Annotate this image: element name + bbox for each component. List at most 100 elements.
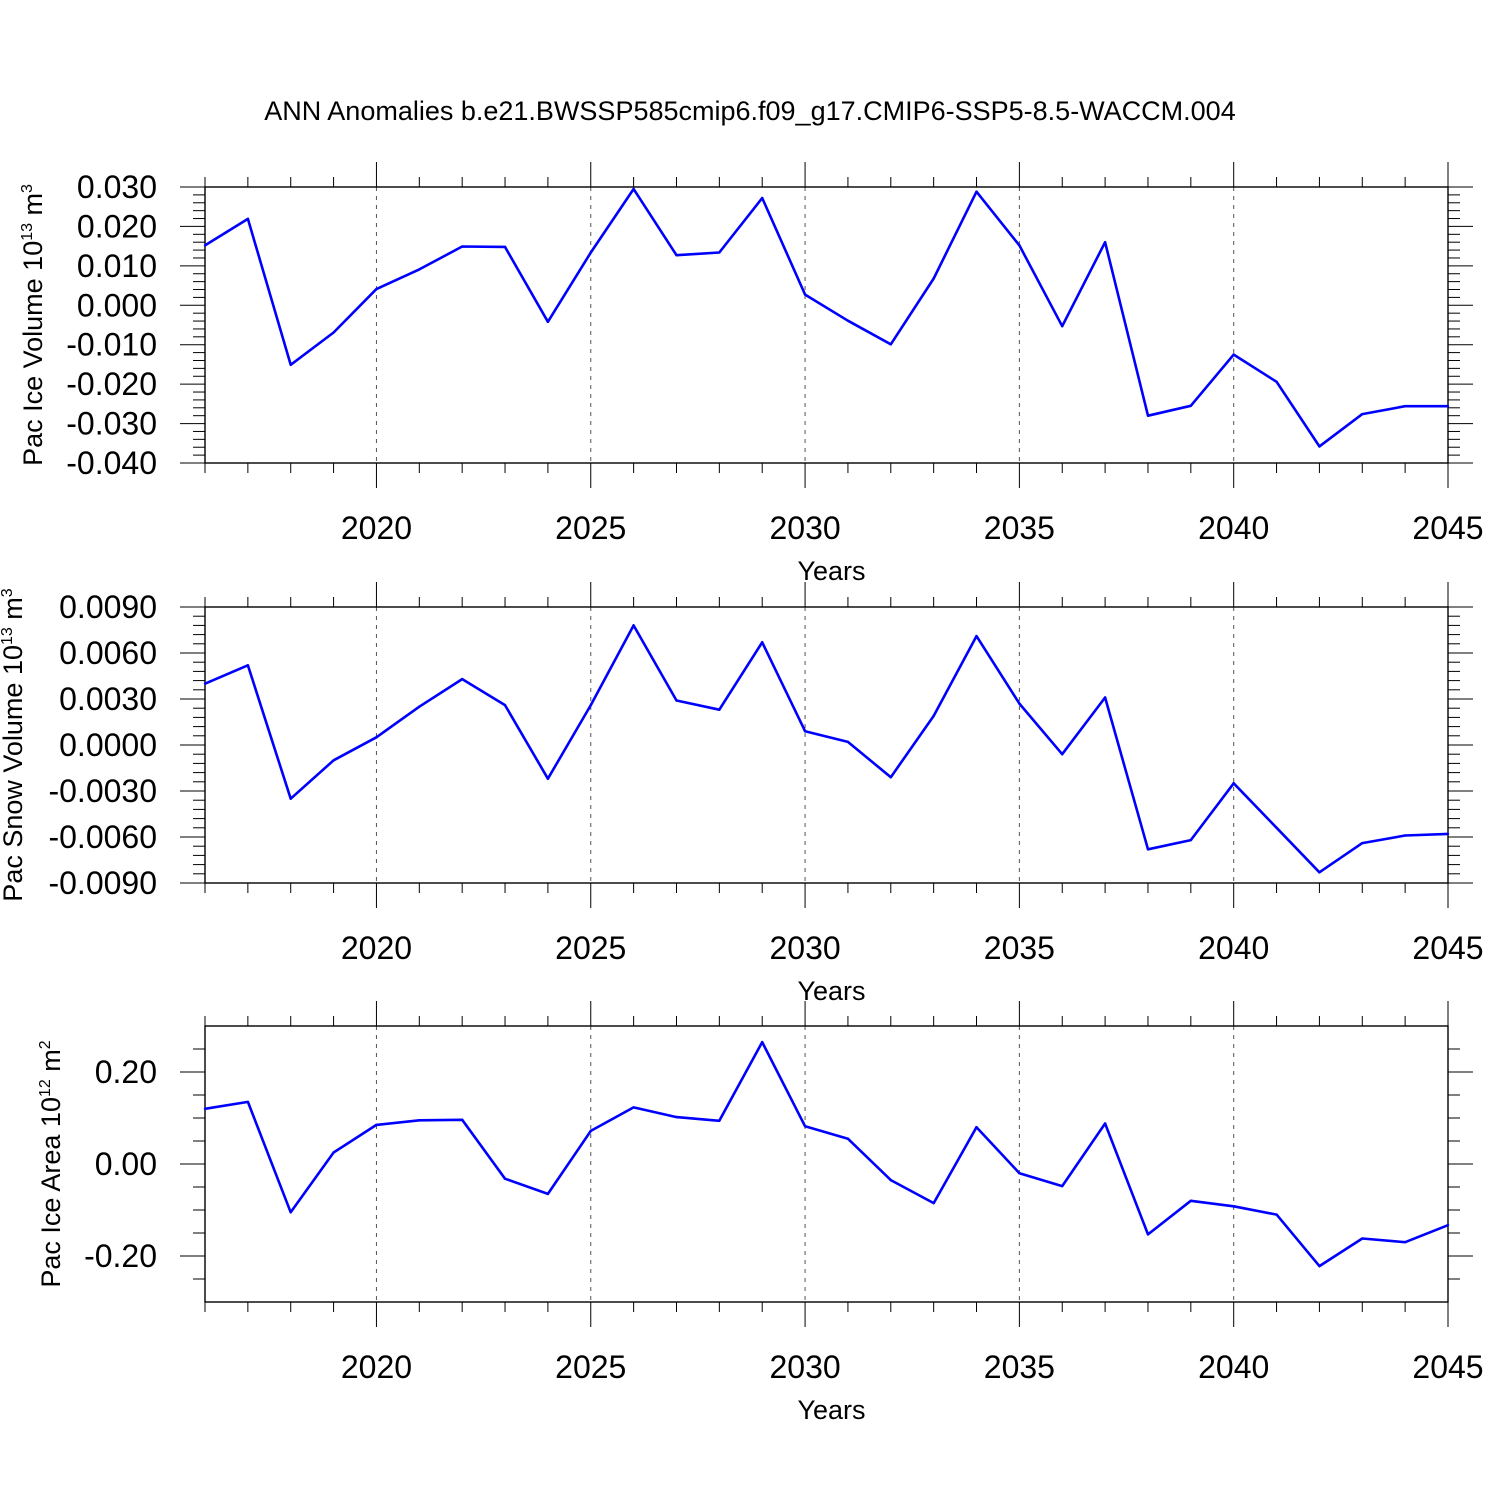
data-point	[975, 634, 978, 638]
y-tick-label: 0.010	[77, 248, 157, 284]
data-point	[1061, 753, 1064, 756]
x-tick-label: 2045	[1412, 510, 1483, 546]
data-point	[1232, 782, 1235, 785]
x-tick-label: 2045	[1412, 930, 1483, 966]
y-tick-label: -0.0060	[48, 819, 157, 855]
x-tick-label: 2025	[555, 510, 626, 546]
data-point	[289, 1211, 292, 1214]
data-point	[632, 187, 635, 191]
x-tick-label: 2025	[555, 1349, 626, 1385]
data-point	[460, 1118, 464, 1122]
data-point	[1189, 838, 1193, 842]
x-tick-label: 2020	[341, 930, 412, 966]
data-point	[803, 293, 807, 296]
y-tick-label: 0.0090	[59, 589, 157, 625]
data-point	[1446, 832, 1450, 836]
data-point	[375, 1123, 378, 1127]
y-axis-label-superscript: 13	[0, 627, 16, 645]
data-point	[718, 1119, 721, 1122]
data-point	[1361, 841, 1364, 845]
data-point	[1103, 1122, 1107, 1125]
y-axis-label-part: m	[36, 1049, 66, 1079]
page-title: ANN Anomalies b.e21.BWSSP585cmip6.f09_g1…	[264, 96, 1236, 126]
y-tick-label: 0.0030	[59, 681, 157, 717]
data-point	[246, 664, 250, 667]
y-axis-label-part: Pac Ice Area 10	[36, 1097, 66, 1288]
data-point	[1061, 1184, 1064, 1188]
x-axis-label: Years	[797, 1395, 865, 1425]
data-point	[1446, 405, 1450, 408]
data-point	[289, 363, 292, 367]
data-point	[460, 677, 464, 681]
y-tick-label: 0.0060	[59, 635, 157, 671]
y-axis-label: Pac Ice Volume 1013 m3	[18, 184, 48, 466]
data-point	[546, 777, 550, 780]
data-point	[1189, 404, 1193, 408]
data-point	[1275, 1213, 1278, 1216]
data-point	[632, 1106, 635, 1109]
data-point	[803, 730, 807, 733]
data-point	[718, 708, 721, 711]
data-point	[846, 319, 850, 322]
x-tick-label: 2035	[984, 510, 1055, 546]
data-point	[632, 624, 635, 627]
data-point	[675, 699, 678, 702]
data-point	[332, 759, 335, 762]
y-axis-label-part: m	[18, 193, 48, 223]
data-point	[1061, 324, 1064, 328]
data-point	[675, 1115, 678, 1119]
data-point	[1318, 445, 1321, 448]
data-point	[589, 1129, 592, 1133]
x-tick-label: 2035	[984, 930, 1055, 966]
data-point	[975, 1126, 978, 1129]
data-point	[718, 251, 721, 254]
data-point	[889, 776, 892, 779]
data-point	[203, 244, 207, 247]
data-point	[932, 277, 935, 280]
data-point	[1232, 353, 1235, 356]
y-tick-label: -0.040	[66, 445, 157, 481]
data-point	[418, 705, 421, 708]
y-axis-label-part: Pac Ice Volume 10	[18, 241, 48, 466]
y-axis-label-part: Pac Snow Volume 10	[0, 645, 28, 902]
y-axis-label: Pac Ice Area 1012 m2	[36, 1040, 66, 1287]
data-point	[503, 245, 507, 249]
y-axis-label-superscript: 13	[19, 223, 36, 241]
data-point	[1403, 834, 1407, 837]
x-tick-label: 2020	[341, 510, 412, 546]
data-point	[375, 736, 378, 739]
x-tick-label: 2030	[769, 930, 840, 966]
y-tick-label: -0.0030	[48, 773, 157, 809]
data-point	[1361, 1237, 1364, 1240]
x-tick-label: 2040	[1198, 930, 1269, 966]
series-line	[204, 624, 1449, 874]
plot-frame	[204, 606, 1449, 884]
data-point	[503, 1177, 507, 1180]
y-axis-label-superscript: 2	[37, 1040, 54, 1049]
series-line	[204, 187, 1448, 448]
y-tick-label: -0.0090	[48, 865, 157, 901]
data-point	[761, 196, 764, 200]
data-point	[1446, 1223, 1450, 1227]
data-point	[846, 740, 850, 744]
y-tick-label: -0.20	[84, 1238, 157, 1274]
data-point	[1189, 1199, 1193, 1203]
y-tick-label: 0.000	[77, 287, 157, 323]
x-tick-label: 2035	[984, 1349, 1055, 1385]
data-point	[1146, 848, 1150, 851]
data-point	[1018, 1172, 1021, 1175]
y-axis-label: Pac Snow Volume 1013 m3	[0, 588, 28, 901]
data-point	[203, 1107, 207, 1111]
data-point	[1403, 405, 1407, 408]
data-point	[761, 641, 764, 644]
data-point	[460, 245, 464, 248]
x-tick-label: 2045	[1412, 1349, 1483, 1385]
data-point	[1018, 702, 1021, 705]
data-point	[803, 1125, 807, 1128]
x-tick-label: 2040	[1198, 1349, 1269, 1385]
data-point	[1318, 1264, 1321, 1268]
data-point	[1103, 696, 1107, 699]
data-point	[1403, 1241, 1407, 1244]
